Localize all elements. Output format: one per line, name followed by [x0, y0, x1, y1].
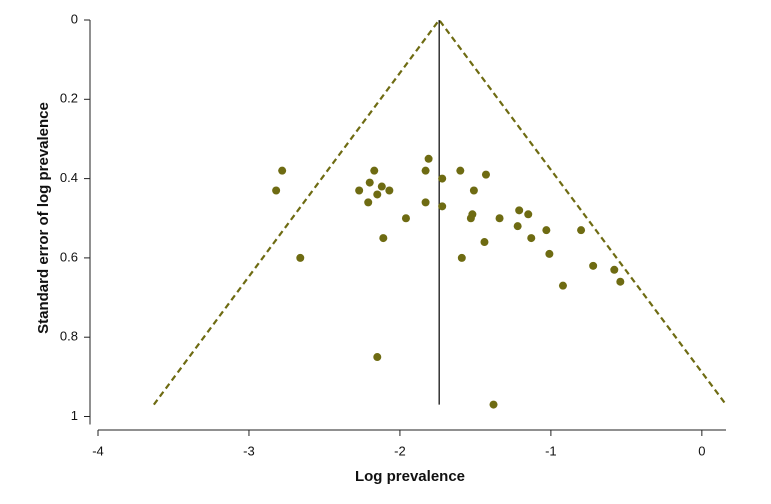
y-axis-title: Standard error of log prevalence: [35, 102, 52, 334]
point: [373, 353, 382, 362]
x-tick-label: 0: [698, 443, 705, 458]
point: [373, 190, 382, 199]
y-tick-label: 0.6: [60, 249, 78, 264]
point: [421, 198, 430, 207]
point: [456, 166, 465, 175]
point: [542, 226, 551, 235]
x-tick-label: -4: [92, 443, 104, 458]
y-tick-label: 0.4: [60, 170, 78, 185]
point: [421, 166, 430, 175]
point: [589, 261, 598, 270]
y-tick-label: 0.2: [60, 91, 78, 106]
point: [489, 400, 498, 409]
point: [370, 166, 379, 175]
point: [524, 210, 533, 219]
point: [377, 182, 386, 191]
point: [558, 281, 567, 290]
y-tick-label: 1: [71, 408, 78, 423]
point: [616, 277, 625, 286]
funnel-limits: [152, 18, 727, 406]
point: [515, 206, 524, 215]
point: [355, 186, 364, 195]
x-tick-label: -2: [394, 443, 406, 458]
point: [480, 238, 489, 247]
x-tick-label: -3: [243, 443, 255, 458]
point: [513, 222, 522, 231]
point: [424, 154, 433, 163]
point: [364, 198, 373, 207]
x-tick-label: -1: [545, 443, 557, 458]
point: [610, 265, 619, 274]
point: [272, 186, 281, 195]
point: [401, 214, 410, 223]
point: [438, 174, 447, 183]
point: [438, 202, 447, 211]
point: [545, 249, 554, 258]
y-tick-label: 0: [71, 11, 78, 26]
point: [466, 214, 475, 223]
point: [365, 178, 374, 187]
point: [457, 253, 466, 262]
point: [527, 234, 536, 243]
point: [577, 226, 586, 235]
point: [481, 170, 490, 179]
point: [379, 234, 388, 243]
point: [469, 186, 478, 195]
point: [278, 166, 287, 175]
point: [385, 186, 394, 195]
point: [495, 214, 504, 223]
point: [296, 253, 305, 262]
y-tick-label: 0.8: [60, 329, 78, 344]
x-axis-title: Log prevalence: [355, 468, 465, 485]
